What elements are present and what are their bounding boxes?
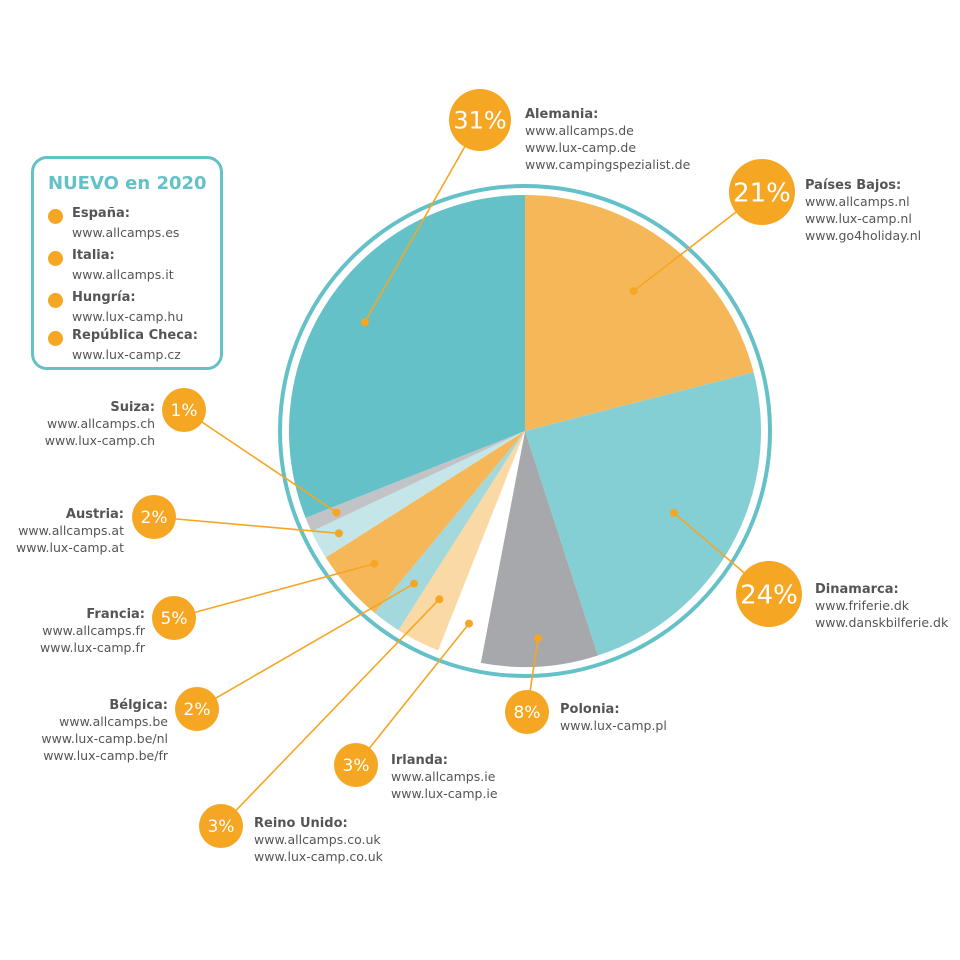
badge-irlanda <box>334 743 378 787</box>
country-url-francia: www.allcamps.fr <box>42 623 146 638</box>
country-url-belgica: www.allcamps.be <box>59 714 168 729</box>
legend-country: España: <box>72 206 130 221</box>
bullet-dot-icon <box>48 293 63 308</box>
slice-alemania <box>288 195 525 518</box>
country-url-reino-unido: www.lux-camp.co.uk <box>254 849 384 864</box>
badge-label-suiza: 1% <box>171 401 198 421</box>
badge-label-paises-bajos: 21% <box>733 178 791 208</box>
legend-country: Hungría: <box>72 290 136 305</box>
leader-dot-francia <box>370 559 379 568</box>
badge-label-irlanda: 3% <box>343 756 370 776</box>
badge-dinamarca <box>736 561 802 627</box>
badge-label-austria: 2% <box>141 508 168 528</box>
leader-line-reino-unido <box>220 598 440 827</box>
country-url-suiza: www.lux-camp.ch <box>45 433 155 448</box>
country-url-austria: www.lux-camp.at <box>16 540 124 555</box>
leader-dot-belgica <box>410 579 418 588</box>
leader-dot-suiza <box>332 508 341 517</box>
slice-polonia <box>480 431 598 668</box>
percentage-badges: 21% 24% 8% 3% 3% 2% 5% 2% 1% 31% <box>132 89 802 848</box>
country-url-reino-unido: www.allcamps.co.uk <box>254 832 381 847</box>
legend-url: www.lux-camp.hu <box>72 309 184 324</box>
leader-line-suiza <box>183 409 338 514</box>
country-name-polonia: Polonia: <box>560 702 620 717</box>
leader-line-alemania <box>364 119 481 323</box>
legend-url: www.allcamps.it <box>72 267 174 282</box>
legend-country: Italia: <box>72 248 115 263</box>
badge-label-polonia: 8% <box>514 703 541 723</box>
badge-polonia <box>505 690 549 734</box>
leader-line-belgica <box>196 583 415 710</box>
country-url-polonia: www.lux-camp.pl <box>560 718 667 733</box>
badge-alemania <box>449 89 511 151</box>
leader-line-francia <box>173 562 375 619</box>
slice-paises-bajos <box>525 194 754 431</box>
leader-dot-dinamarca <box>669 508 678 517</box>
legend-country: República Checa: <box>72 328 198 343</box>
country-url-suiza: www.allcamps.ch <box>47 416 155 431</box>
slice-dinamarca <box>525 372 762 656</box>
bullet-dot-icon <box>48 251 63 266</box>
badge-francia <box>152 596 196 640</box>
country-name-belgica: Bélgica: <box>109 698 168 713</box>
leader-dot-irlanda <box>465 619 473 628</box>
bullet-dot-icon <box>48 209 63 224</box>
country-url-alemania: www.allcamps.de <box>525 123 634 138</box>
country-url-alemania: www.campingspezialist.de <box>525 157 691 172</box>
outer-ring <box>278 184 772 678</box>
leader-dot-austria <box>334 529 343 538</box>
country-name-alemania: Alemania: <box>525 107 598 122</box>
country-url-paises-bajos: www.go4holiday.nl <box>805 228 921 243</box>
slice-suiza <box>305 431 525 532</box>
badge-label-alemania: 31% <box>453 107 506 135</box>
leader-line-austria <box>153 516 339 535</box>
country-name-dinamarca: Dinamarca: <box>815 582 899 597</box>
country-url-paises-bajos: www.allcamps.nl <box>805 194 910 209</box>
pie-slices <box>288 194 762 668</box>
country-url-belgica: www.lux-camp.be/nl <box>41 731 168 746</box>
country-url-francia: www.lux-camp.fr <box>40 640 146 655</box>
country-name-austria: Austria: <box>66 507 124 522</box>
country-name-reino-unido: Reino Unido: <box>254 816 348 831</box>
leader-dot-alemania <box>360 318 369 327</box>
bullet-dot-icon <box>48 331 63 346</box>
legend-url: www.allcamps.es <box>72 225 180 240</box>
country-name-suiza: Suiza: <box>110 400 155 415</box>
badge-paises-bajos <box>729 159 795 225</box>
legend-url: www.lux-camp.cz <box>72 347 181 362</box>
slice-austria <box>311 431 525 558</box>
badge-reino-unido <box>199 804 243 848</box>
country-url-austria: www.allcamps.at <box>18 523 124 538</box>
country-name-francia: Francia: <box>86 607 145 622</box>
badge-label-belgica: 2% <box>184 700 211 720</box>
country-url-alemania: www.lux-camp.de <box>525 140 636 155</box>
country-name-paises-bajos: Países Bajos: <box>805 178 901 193</box>
badge-label-dinamarca: 24% <box>740 580 798 610</box>
leader-dot-reino-unido <box>435 595 444 604</box>
leader-dot-polonia <box>534 634 542 643</box>
badge-suiza <box>162 388 206 432</box>
badge-label-francia: 5% <box>161 609 188 629</box>
legend-title: NUEVO en 2020 <box>48 173 207 194</box>
slice-reino-unido <box>398 431 525 651</box>
country-url-paises-bajos: www.lux-camp.nl <box>805 211 912 226</box>
country-url-dinamarca: www.friferie.dk <box>815 598 910 613</box>
slice-irlanda <box>438 431 525 663</box>
country-name-irlanda: Irlanda: <box>391 753 448 768</box>
country-url-belgica: www.lux-camp.be/fr <box>43 748 169 763</box>
badge-label-reino-unido: 3% <box>208 817 235 837</box>
country-callouts: Países Bajos:www.allcamps.nl www.lux-camp… <box>16 107 949 864</box>
country-url-dinamarca: www.danskbilferie.dk <box>815 615 949 630</box>
new-2020-legend: NUEVO en 2020 España: www.allcamps.es It… <box>31 156 223 370</box>
country-url-irlanda: www.lux-camp.ie <box>391 786 498 801</box>
badge-belgica <box>175 687 219 731</box>
country-url-irlanda: www.allcamps.ie <box>391 769 496 784</box>
leader-line-irlanda <box>355 623 470 766</box>
leader-dot-paises-bajos <box>629 287 638 296</box>
badge-austria <box>132 495 176 539</box>
